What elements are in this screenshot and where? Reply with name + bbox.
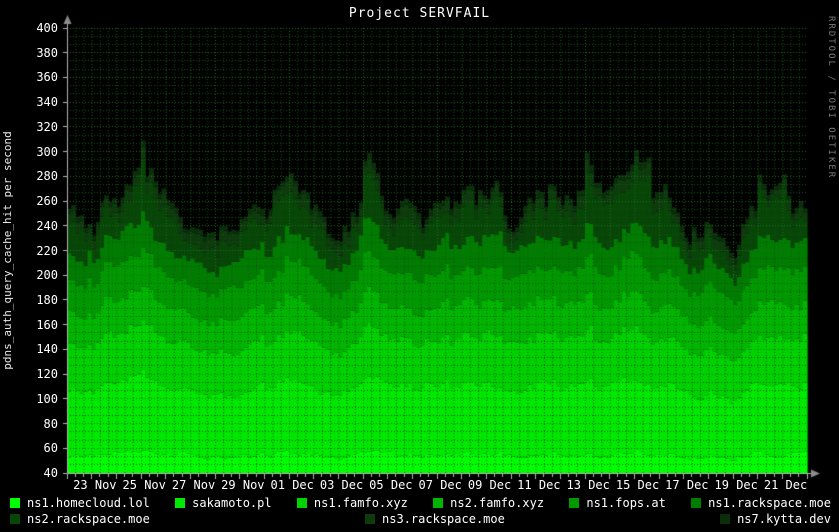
x-tick-label: 25 Nov (122, 478, 166, 492)
x-tick-label: 17 Dec (665, 478, 709, 492)
legend-label: ns7.kytta.dev (737, 511, 831, 526)
y-tick-label: 360 (36, 70, 58, 85)
x-tick-label: 29 Nov (221, 478, 265, 492)
x-tick-label: 07 Dec (418, 478, 462, 492)
y-tick-label: 300 (36, 144, 58, 159)
x-tick-label: 21 Dec (763, 478, 808, 492)
x-tick-label: 09 Dec (467, 478, 512, 492)
legend-row: ns1.homecloud.lol sakamoto.pl ns1.famfo.xy… (10, 495, 831, 510)
legend-item: ns1.fops.at (569, 495, 666, 510)
y-tick-label: 240 (36, 218, 58, 233)
legend-item: sakamoto.pl (175, 495, 272, 510)
y-axis-title: pdns_auth_query_cache_hit per second (1, 131, 14, 370)
x-tick-label: 13 Dec (566, 478, 610, 492)
legend-item: ns7.kytta.dev (720, 511, 831, 526)
legend-swatch (10, 497, 20, 508)
legend-swatch (365, 513, 376, 524)
y-tick-label: 60 (43, 441, 58, 456)
y-tick-label: 400 (36, 21, 58, 35)
y-tick-label: 120 (36, 367, 58, 382)
x-tick-label: 11 Dec (517, 478, 561, 492)
legend-swatch (691, 497, 702, 508)
legend-swatch (10, 513, 20, 524)
legend-item: ns1.famfo.xyz (296, 495, 408, 510)
legend-item: ns1.homecloud.lol (10, 495, 150, 510)
legend-item: ns3.rackspace.moe (365, 511, 505, 526)
y-tick-label: 80 (43, 416, 58, 431)
legend-label: ns2.rackspace.moe (27, 511, 150, 526)
y-tick-label: 280 (36, 169, 58, 184)
legend-swatch (720, 513, 731, 524)
legend-row: ns2.rackspace.moe ns3.rackspace.moe ns7.ky… (10, 511, 831, 526)
y-tick-label: 260 (36, 194, 58, 209)
x-tick-label: 27 Nov (171, 478, 216, 492)
x-tick-label: 15 Dec (615, 478, 660, 492)
legend-swatch (569, 497, 580, 508)
legend-swatch (433, 497, 444, 508)
y-tick-label: 320 (36, 119, 58, 134)
legend-label: ns2.famfo.xyz (450, 495, 545, 510)
y-tick-label: 40 (43, 466, 58, 480)
y-tick-label: 140 (36, 342, 58, 357)
legend-swatch (175, 497, 186, 508)
y-tick-label: 160 (36, 317, 58, 332)
y-tick-label: 340 (36, 95, 58, 110)
x-tick-label: 05 Dec (369, 478, 413, 492)
legend-label: ns1.fops.at (586, 495, 666, 510)
legend-label: ns1.rackspace.moe (708, 495, 831, 510)
y-tick-label: 380 (36, 45, 58, 60)
legend-label: ns1.famfo.xyz (313, 495, 408, 510)
legend-item: ns1.rackspace.moe (691, 495, 831, 510)
y-tick-label: 220 (36, 243, 58, 258)
x-tick-label: 03 Dec (319, 478, 364, 492)
y-tick-label: 180 (36, 292, 58, 307)
x-tick-label: 19 Dec (714, 478, 758, 492)
legend: ns1.homecloud.lol sakamoto.pl ns1.famfo.xy… (10, 495, 831, 527)
legend-item: ns2.famfo.xyz (433, 495, 544, 510)
y-tick-label: 100 (36, 391, 58, 406)
x-tick-label: 01 Dec (270, 478, 314, 492)
x-tick-label: 23 Nov (73, 478, 117, 492)
legend-label: ns3.rackspace.moe (382, 511, 505, 526)
legend-label: ns1.homecloud.lol (27, 495, 150, 510)
legend-swatch (296, 497, 307, 508)
graph-title: Project SERVFAIL (348, 6, 491, 21)
legend-label: sakamoto.pl (192, 495, 272, 510)
y-tick-label: 200 (36, 268, 58, 283)
rrdtool-watermark: RRDTOOL / TOBI OETIKER (826, 16, 836, 180)
legend-item: ns2.rackspace.moe (10, 511, 150, 526)
